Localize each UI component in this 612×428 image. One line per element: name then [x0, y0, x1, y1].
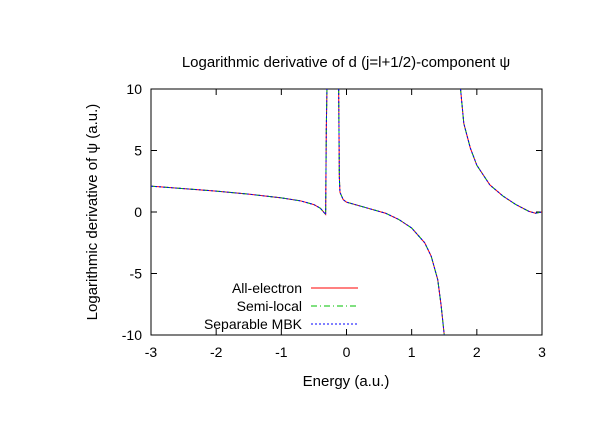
- axis-ticks: [150, 88, 543, 336]
- series-all-electron: [150, 88, 543, 336]
- series-line: [460, 88, 543, 214]
- series-line: [338, 88, 445, 336]
- plot-frame: [150, 88, 543, 336]
- legend: All-electron Semi-local Separable MBK: [204, 280, 358, 332]
- chart-title: Logarithmic derivative of d (j=l+1/2)-co…: [182, 54, 510, 71]
- series-separable-mbk: [150, 88, 543, 336]
- x-axis-label: Energy (a.u.): [303, 373, 390, 390]
- series-line: [150, 88, 328, 216]
- x-tick-label: 2: [473, 344, 481, 360]
- y-tick-label: -5: [130, 266, 143, 282]
- x-tick-label: -2: [210, 344, 223, 360]
- legend-label: Semi-local: [237, 298, 302, 314]
- plot-area: [150, 88, 543, 336]
- x-tick-label: 3: [538, 344, 546, 360]
- x-tick-label: -3: [145, 344, 158, 360]
- y-tick-label: -10: [122, 327, 142, 343]
- x-tick-label: 1: [408, 344, 416, 360]
- y-axis-label: Logarithmic derivative of ψ (a.u.): [84, 104, 101, 321]
- series-line: [338, 88, 445, 336]
- legend-label: Separable MBK: [204, 316, 303, 332]
- series-semi-local: [150, 88, 543, 336]
- series-line: [150, 88, 328, 216]
- x-tick-label: -1: [275, 344, 288, 360]
- series-lines: [150, 88, 543, 336]
- x-tick-label: 0: [343, 344, 351, 360]
- series-line: [338, 88, 445, 336]
- series-line: [150, 88, 328, 216]
- y-tick-label: 0: [134, 204, 142, 220]
- y-tick-label: 5: [134, 143, 142, 159]
- y-tick-label: 10: [126, 81, 142, 97]
- legend-label: All-electron: [232, 280, 302, 296]
